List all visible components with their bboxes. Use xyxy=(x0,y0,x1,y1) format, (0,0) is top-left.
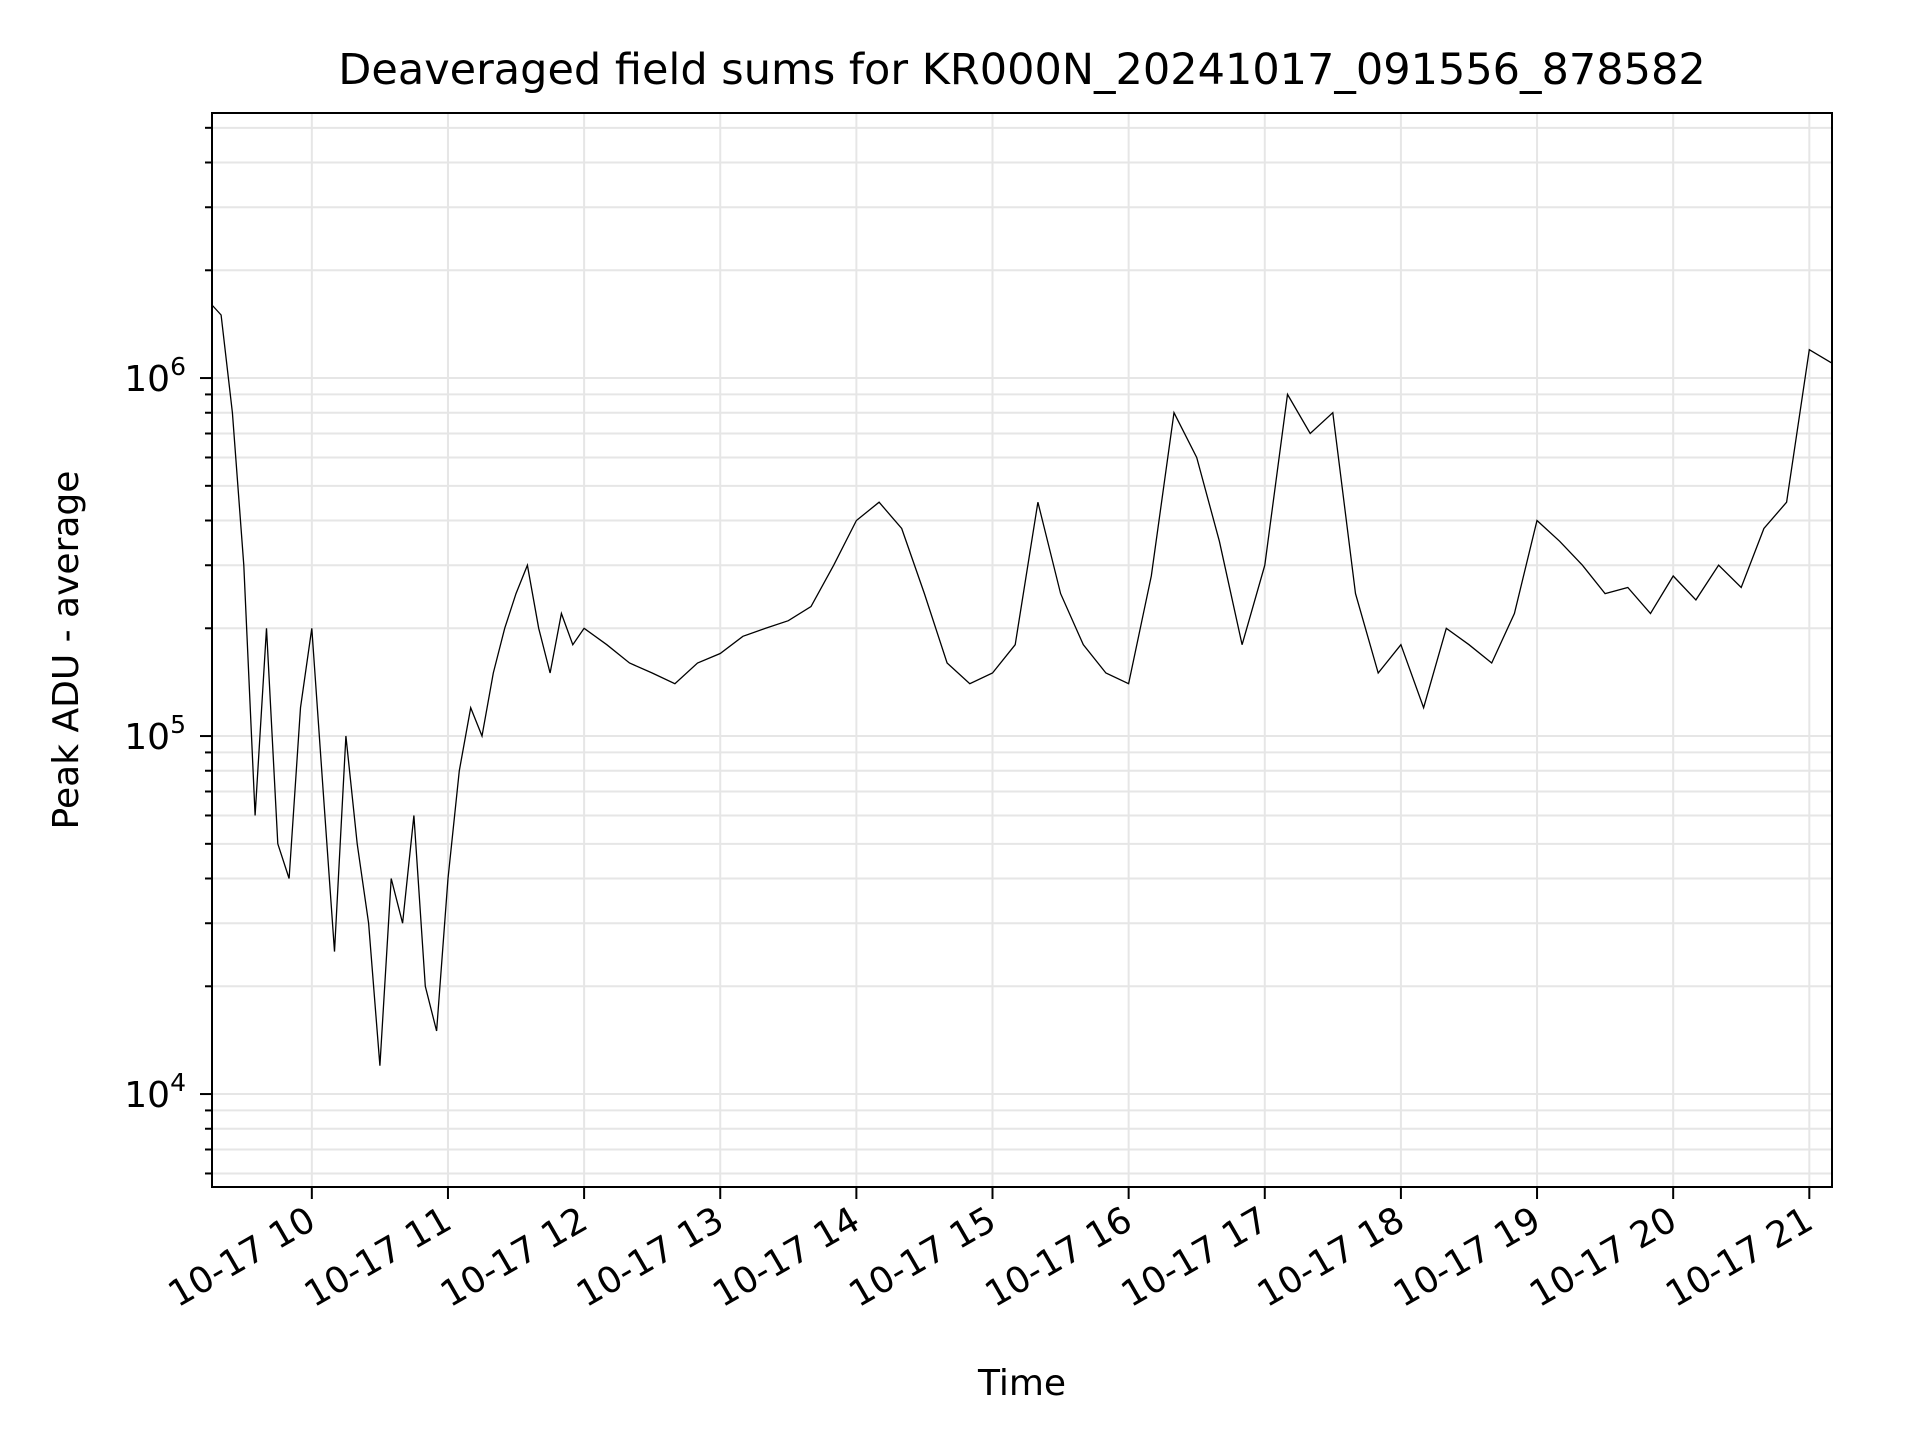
y-tick-exponent: 5 xyxy=(170,710,186,739)
series-layer xyxy=(211,304,1833,1066)
series-line xyxy=(211,304,1833,1066)
y-tick-base: 10 xyxy=(124,717,170,758)
plot-frame xyxy=(211,112,1833,1188)
grid-layer xyxy=(212,113,1832,1187)
y-tick-exponent: 4 xyxy=(170,1068,186,1097)
y-tick-base: 10 xyxy=(124,1075,170,1116)
y-tick-base: 10 xyxy=(124,359,170,400)
y-tick-label: 106 xyxy=(124,352,186,400)
chart-title: Deaveraged field sums for KR000N_2024101… xyxy=(338,45,1705,95)
y-tick-label: 104 xyxy=(124,1068,186,1116)
y-axis-label: Peak ADU - average xyxy=(46,471,87,830)
y-tick-exponent: 6 xyxy=(170,352,186,381)
y-tick-label: 105 xyxy=(124,710,186,758)
x-axis-label: Time xyxy=(977,1363,1066,1404)
